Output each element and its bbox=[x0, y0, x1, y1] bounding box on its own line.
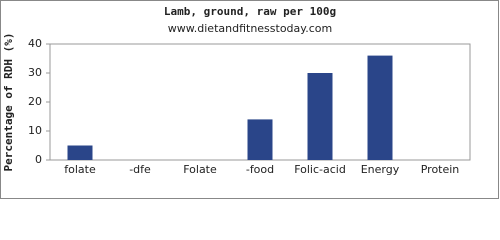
chart: Lamb, ground, raw per 100g www.dietandfi… bbox=[0, 0, 499, 199]
chart-subtitle: www.dietandfitnesstoday.com bbox=[168, 22, 332, 35]
x-tick-label: folate bbox=[64, 163, 96, 176]
x-tick-label: Folic-acid bbox=[294, 163, 346, 176]
x-tick-label: -dfe bbox=[129, 163, 151, 176]
x-tick-label: Folate bbox=[183, 163, 217, 176]
y-tick-label: 20 bbox=[28, 95, 42, 108]
y-axis-label: Percentage of RDH (%) bbox=[2, 32, 15, 171]
page: Lamb, ground, raw per 100g www.dietandfi… bbox=[0, 0, 500, 200]
x-tick-label: Protein bbox=[421, 163, 460, 176]
x-tick-label: Energy bbox=[361, 163, 400, 176]
y-tick-label: 30 bbox=[28, 66, 42, 79]
x-tick-label: -food bbox=[246, 163, 274, 176]
bar bbox=[67, 145, 93, 160]
y-tick-label: 10 bbox=[28, 124, 42, 137]
bar bbox=[367, 55, 393, 160]
chart-title: Lamb, ground, raw per 100g bbox=[164, 5, 336, 18]
y-tick-label: 0 bbox=[35, 153, 42, 166]
y-tick-label: 40 bbox=[28, 37, 42, 50]
bar bbox=[247, 119, 273, 160]
frame bbox=[0, 0, 499, 199]
bar bbox=[307, 73, 333, 160]
